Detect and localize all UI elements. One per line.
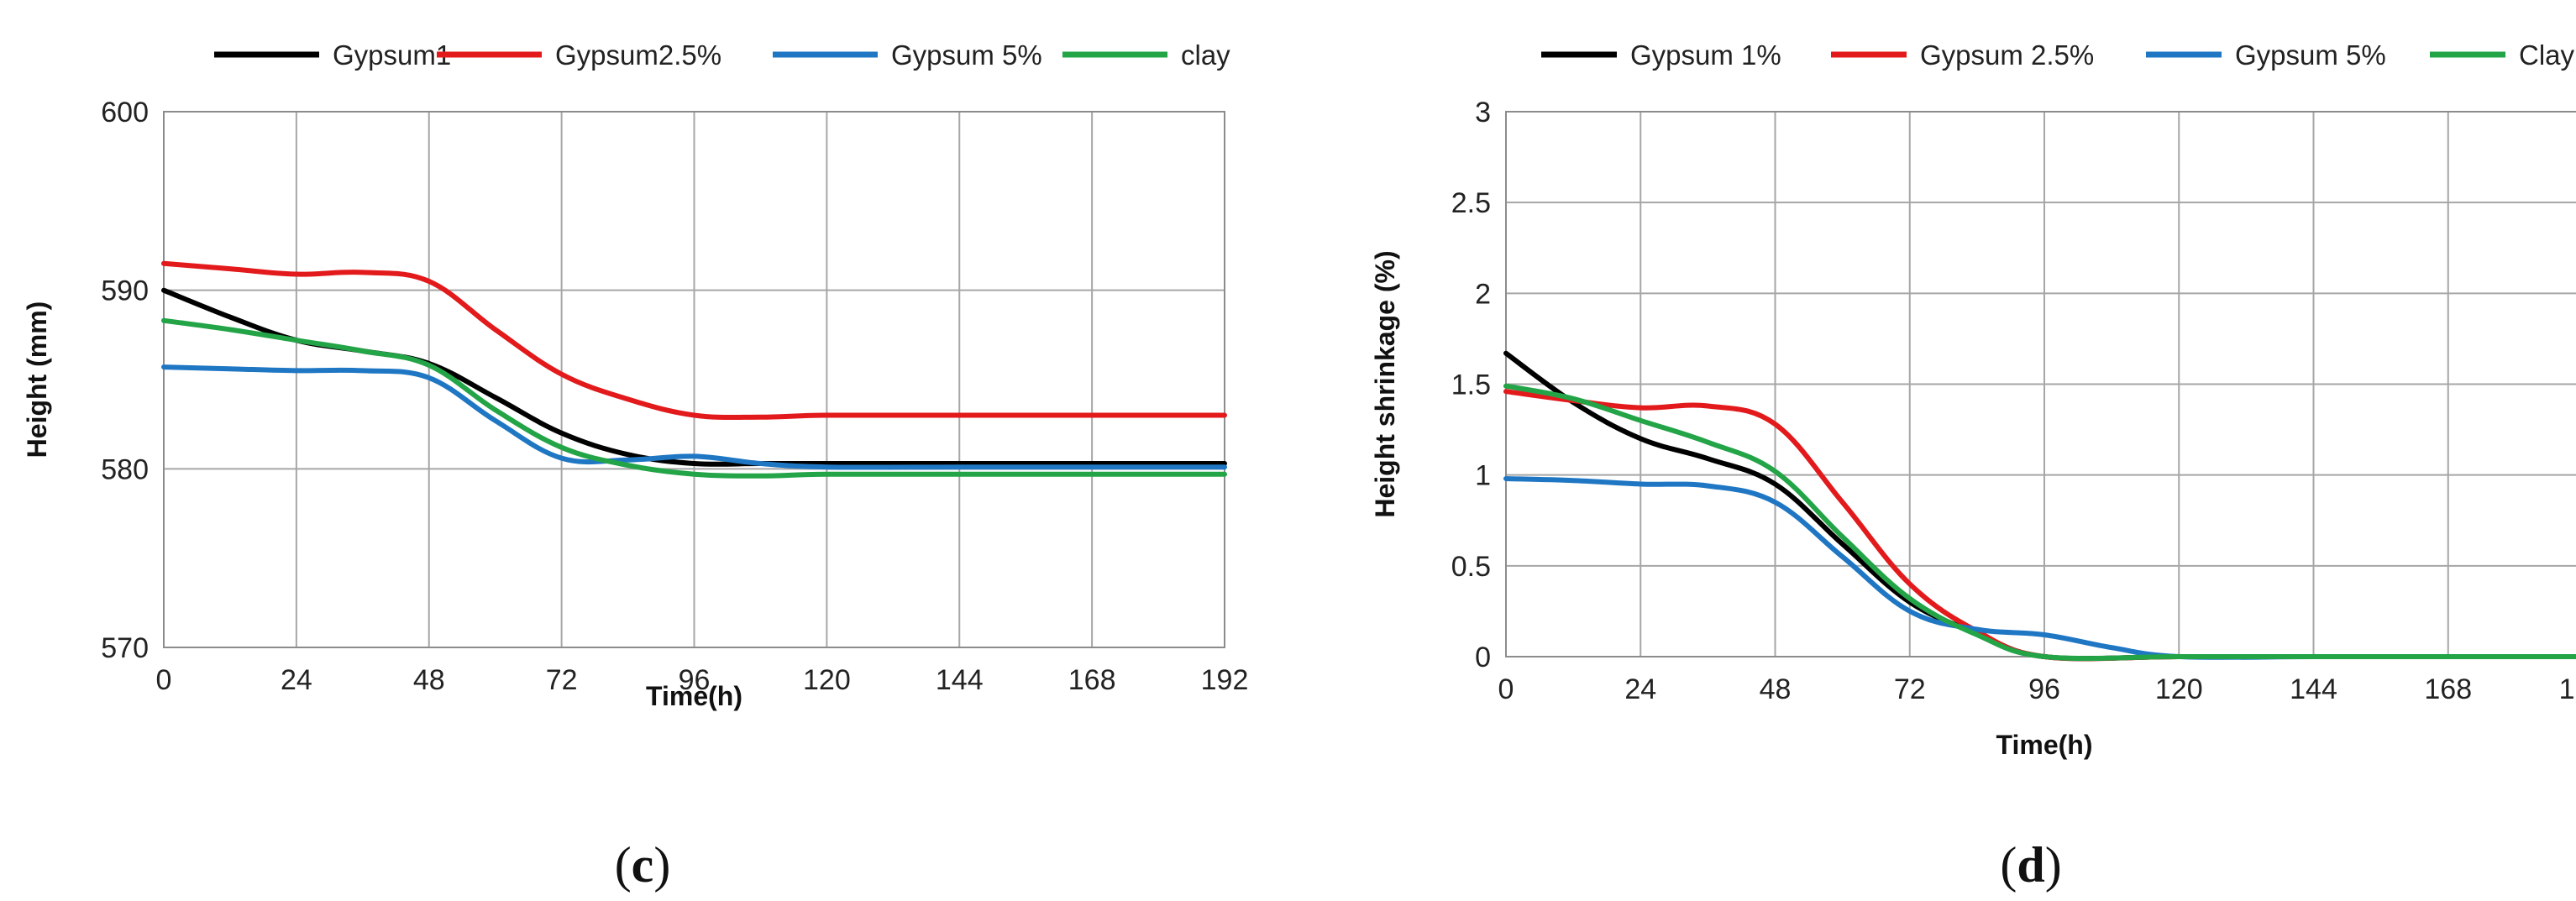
y-axis-title: Height shrinkage (%) xyxy=(1370,250,1400,517)
x-axis-title: Time(h) xyxy=(646,681,742,711)
panel-label: (d) xyxy=(2000,837,2061,893)
panel-label: (c) xyxy=(615,837,671,893)
legend-entry: Gypsum 2.5% xyxy=(1831,39,2094,71)
x-tick-label: 144 xyxy=(936,664,984,696)
x-tick-label: 144 xyxy=(2290,673,2337,705)
legend-entry: Gypsum 5% xyxy=(2146,39,2386,71)
x-tick-label: 96 xyxy=(2028,673,2060,705)
y-tick-label: 570 xyxy=(101,632,149,664)
series-line-gypsum-5- xyxy=(161,364,1227,470)
legend-entry: Clay xyxy=(2430,39,2575,71)
x-tick-label: 192 xyxy=(2559,673,2576,705)
chart-panel-c: 0 24 48 72 96 120 144 168 192 570 580 590 600 Time(h)… xyxy=(22,39,1248,893)
series-line-gypsum-1- xyxy=(1503,350,2576,662)
x-tick-label: 24 xyxy=(281,664,312,696)
x-tick-label: 72 xyxy=(546,664,578,696)
y-tick-label: 2 xyxy=(1475,278,1491,310)
x-tick-label: 0 xyxy=(1498,673,1514,705)
x-tick-label: 96 xyxy=(679,664,711,696)
legend-label: Gypsum1 xyxy=(333,39,451,71)
legend-entry: Gypsum1 xyxy=(214,39,451,71)
plot-area-frame xyxy=(163,111,1225,648)
legend-label: Gypsum 5% xyxy=(2235,39,2386,71)
legend-entry: Gypsum2.5% xyxy=(437,39,721,71)
y-tick-label: 1 xyxy=(1475,460,1491,492)
x-tick-label: 48 xyxy=(1760,673,1792,705)
legend-label: Gypsum 2.5% xyxy=(1920,39,2094,71)
series-line-gypsum-5- xyxy=(1503,476,2576,660)
x-tick-label: 192 xyxy=(1201,664,1249,696)
series-line-clay xyxy=(1503,383,2576,662)
y-tick-label: 2.5 xyxy=(1451,187,1491,219)
x-tick-label: 48 xyxy=(413,664,445,696)
y-tick-label: 580 xyxy=(101,453,149,485)
x-tick-label: 168 xyxy=(2424,673,2472,705)
series-line-gypsum-2-5- xyxy=(1503,389,2576,662)
x-tick-label: 120 xyxy=(2155,673,2203,705)
legend-label: Gypsum 1% xyxy=(1630,39,1781,71)
x-tick-label: 120 xyxy=(803,664,851,696)
y-axis-title: Height (mm) xyxy=(22,301,52,458)
series-line-clay xyxy=(161,317,1227,479)
legend-label: Gypsum2.5% xyxy=(555,39,721,71)
legend-entry: clay xyxy=(1062,39,1230,71)
legend-label: Clay xyxy=(2519,39,2575,71)
y-tick-label: 0 xyxy=(1475,642,1491,673)
y-tick-label: 1.5 xyxy=(1451,369,1491,401)
x-tick-label: 24 xyxy=(1624,673,1656,705)
chart-panel-d: 0 24 48 72 96 120 144 168 192 0 0.5 1 1.5 2 2.5 3 Time(h… xyxy=(1370,39,2576,893)
legend-label: Gypsum 5% xyxy=(891,39,1042,71)
series-line-gypsum2-5- xyxy=(161,260,1227,421)
x-tick-label: 0 xyxy=(156,664,172,696)
x-axis-title: Time(h) xyxy=(1996,730,2093,760)
y-tick-label: 590 xyxy=(101,275,149,307)
legend-entry: Gypsum 1% xyxy=(1541,39,1781,71)
legend-label: clay xyxy=(1181,39,1230,71)
x-tick-label: 168 xyxy=(1068,664,1116,696)
x-tick-label: 72 xyxy=(1894,673,1926,705)
y-tick-label: 0.5 xyxy=(1451,551,1491,583)
legend-entry: Gypsum 5% xyxy=(773,39,1042,71)
y-tick-label: 3 xyxy=(1475,97,1491,128)
y-tick-label: 600 xyxy=(101,97,149,128)
